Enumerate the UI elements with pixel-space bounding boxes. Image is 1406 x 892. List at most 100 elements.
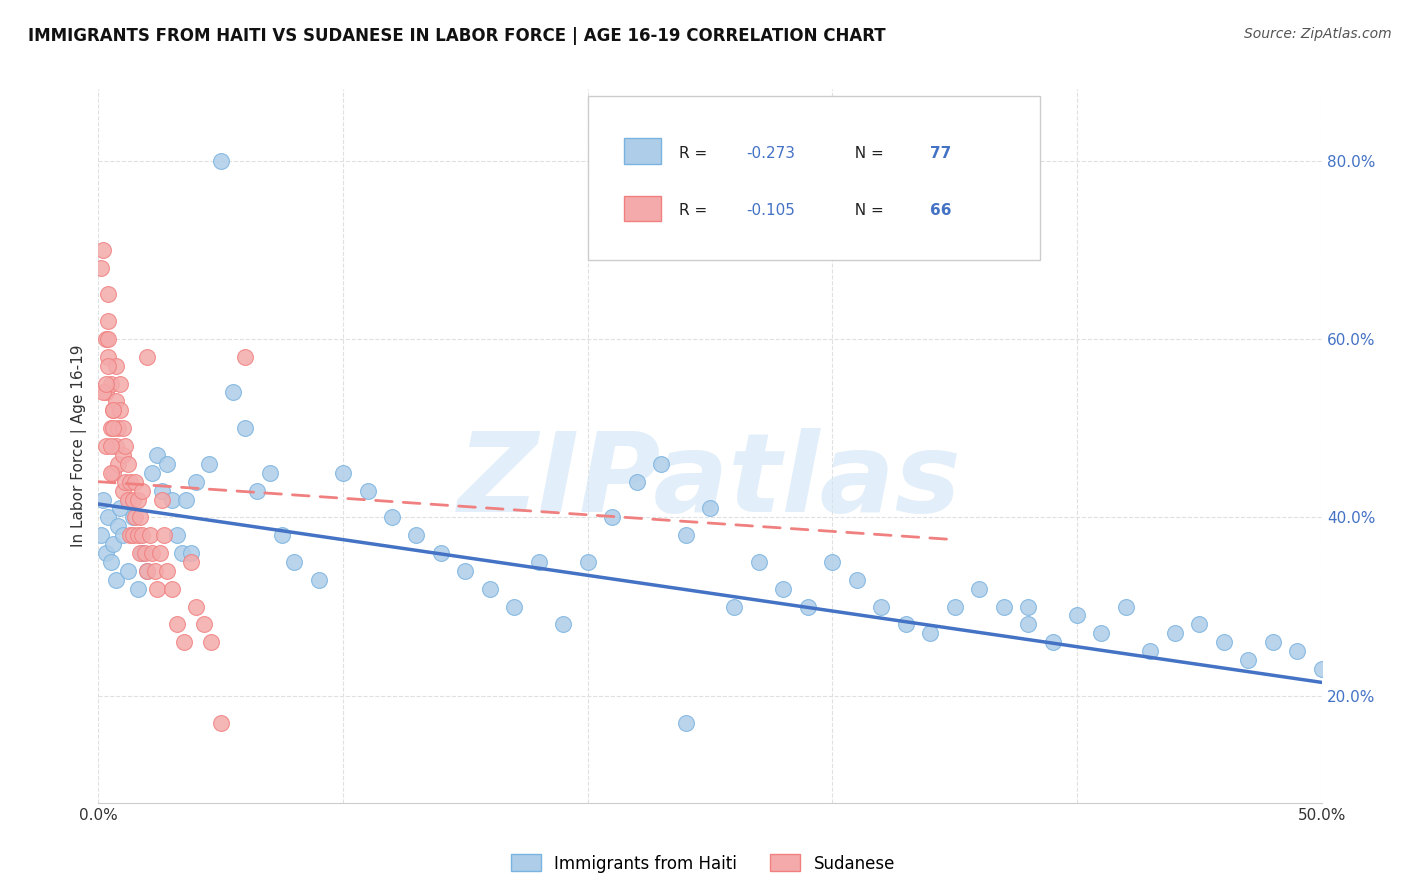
Point: [356, 483, 378, 498]
Point: [821, 555, 844, 569]
Point: [650, 457, 672, 471]
Point: [186, 475, 208, 489]
Point: [503, 599, 526, 614]
Legend: Immigrants from Haiti, Sudanese: Immigrants from Haiti, Sudanese: [505, 847, 901, 880]
Point: [723, 599, 745, 614]
Text: 77: 77: [931, 146, 952, 161]
Point: [110, 501, 132, 516]
Point: [141, 546, 163, 560]
Point: [104, 359, 127, 373]
Point: [94, 439, 117, 453]
Point: [176, 492, 198, 507]
Point: [120, 475, 142, 489]
Point: [405, 528, 427, 542]
Point: [127, 528, 149, 542]
Point: [136, 564, 159, 578]
Point: [107, 519, 129, 533]
Point: [180, 546, 202, 560]
Point: [675, 715, 697, 730]
Point: [100, 439, 122, 453]
Point: [94, 332, 117, 346]
Point: [233, 350, 256, 364]
Point: [94, 546, 117, 560]
Point: [143, 564, 166, 578]
Point: [124, 510, 146, 524]
Point: [104, 439, 127, 453]
Point: [101, 403, 124, 417]
Point: [121, 528, 143, 542]
Point: [91, 385, 114, 400]
Point: [200, 635, 222, 649]
Point: [166, 617, 188, 632]
Point: [90, 528, 112, 542]
Point: [246, 483, 269, 498]
Y-axis label: In Labor Force | Age 16-19: In Labor Force | Age 16-19: [72, 344, 87, 548]
Point: [156, 564, 179, 578]
Point: [101, 403, 124, 417]
Point: [259, 466, 281, 480]
Point: [430, 546, 453, 560]
Point: [797, 599, 820, 614]
Point: [894, 617, 917, 632]
Point: [993, 599, 1015, 614]
Point: [111, 528, 134, 542]
Point: [1310, 662, 1333, 676]
Point: [1115, 599, 1137, 614]
Point: [141, 466, 163, 480]
Point: [129, 510, 152, 524]
Point: [97, 359, 120, 373]
Point: [160, 492, 183, 507]
Point: [139, 528, 162, 542]
Point: [127, 492, 149, 507]
FancyBboxPatch shape: [624, 138, 661, 164]
Point: [111, 421, 134, 435]
Point: [332, 466, 354, 480]
Text: IMMIGRANTS FROM HAITI VS SUDANESE IN LABOR FORCE | AGE 16-19 CORRELATION CHART: IMMIGRANTS FROM HAITI VS SUDANESE IN LAB…: [28, 27, 886, 45]
Point: [170, 546, 193, 560]
Point: [193, 617, 215, 632]
Point: [120, 528, 142, 542]
Point: [117, 564, 139, 578]
Text: ZIPatlas: ZIPatlas: [458, 428, 962, 535]
Text: -0.105: -0.105: [747, 203, 796, 218]
FancyBboxPatch shape: [588, 96, 1040, 260]
Point: [478, 582, 501, 596]
Point: [136, 564, 159, 578]
Point: [97, 287, 120, 301]
Point: [156, 457, 179, 471]
Point: [1286, 644, 1309, 658]
Point: [94, 376, 117, 391]
Point: [1090, 626, 1112, 640]
Point: [111, 448, 134, 462]
Point: [101, 466, 124, 480]
Point: [209, 153, 232, 168]
Point: [160, 582, 183, 596]
Point: [101, 421, 124, 435]
Text: 66: 66: [931, 203, 952, 218]
Point: [114, 475, 136, 489]
Point: [90, 260, 112, 275]
Point: [107, 457, 129, 471]
Point: [104, 573, 127, 587]
Text: N =: N =: [845, 146, 889, 161]
Point: [197, 457, 219, 471]
Point: [104, 394, 127, 409]
Point: [100, 466, 122, 480]
Point: [121, 492, 143, 507]
Point: [308, 573, 330, 587]
Point: [127, 582, 149, 596]
Point: [150, 483, 173, 498]
Point: [131, 528, 153, 542]
Point: [100, 421, 122, 435]
Point: [149, 546, 172, 560]
Point: [1017, 617, 1039, 632]
Point: [1139, 644, 1161, 658]
Text: R =: R =: [679, 203, 713, 218]
Point: [1042, 635, 1064, 649]
Text: -0.273: -0.273: [747, 146, 796, 161]
Point: [91, 243, 114, 257]
Point: [1066, 608, 1088, 623]
Point: [150, 492, 173, 507]
Text: Source: ZipAtlas.com: Source: ZipAtlas.com: [1244, 27, 1392, 41]
Point: [454, 564, 477, 578]
